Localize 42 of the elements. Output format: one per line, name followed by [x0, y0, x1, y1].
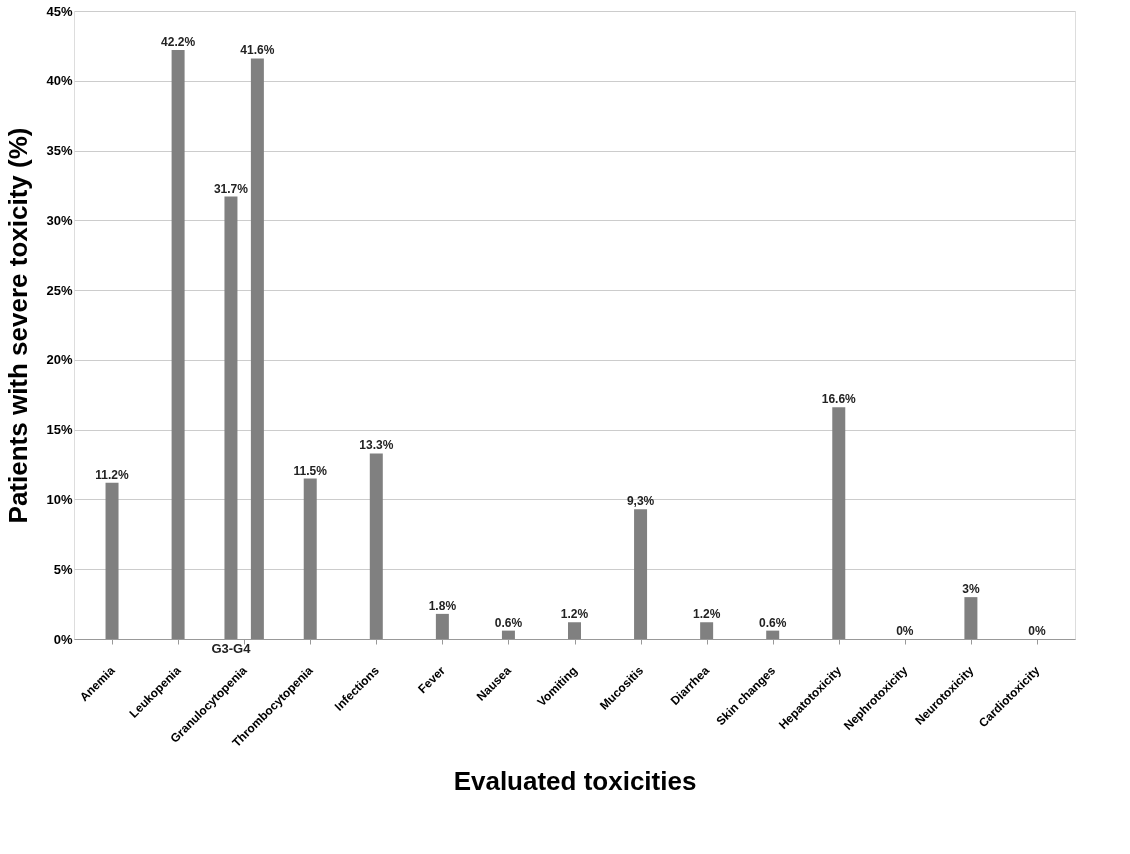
- bar: [766, 630, 780, 639]
- data-label: 0%: [896, 624, 914, 638]
- data-label: 0.6%: [494, 615, 523, 630]
- y-tick-label: 0%: [53, 631, 73, 647]
- y-tick-label: 5%: [53, 561, 73, 577]
- data-label: 16.6%: [821, 392, 857, 407]
- data-label: 9,3%: [626, 494, 655, 509]
- bar: [303, 478, 317, 639]
- y-tick-label: 30%: [46, 212, 73, 228]
- data-label: 1.8%: [428, 598, 457, 613]
- bar: [964, 597, 978, 639]
- y-tick-label: 10%: [46, 491, 73, 507]
- data-label: 0.6%: [759, 615, 787, 630]
- y-tick-label: 20%: [46, 352, 73, 368]
- bar: [171, 50, 185, 639]
- data-label: 13.3%: [359, 438, 394, 453]
- text: G3-G4: [211, 641, 252, 656]
- y-tick-label: 40%: [46, 73, 73, 89]
- y-tick-label: 35%: [46, 143, 73, 159]
- bar: [700, 622, 714, 639]
- data-label: 0%: [1028, 624, 1046, 638]
- y-tick-label: 25%: [46, 282, 73, 298]
- bar: [105, 482, 119, 639]
- bar: [634, 509, 648, 639]
- bar: [250, 58, 264, 639]
- y-tick-label: 45%: [46, 3, 73, 19]
- data-label: 1.2%: [560, 607, 589, 622]
- y-axis-title: Patients with severe toxicity (%): [3, 127, 34, 524]
- data-label: 3%: [962, 582, 980, 597]
- data-label: 11.5%: [293, 463, 328, 478]
- x-axis-title: Evaluated toxicities: [453, 766, 697, 797]
- data-label: 42.2%: [161, 35, 196, 50]
- data-label: 41.6%: [240, 43, 275, 58]
- bar: [435, 613, 449, 639]
- bar: [568, 622, 581, 639]
- y-tick-label: 15%: [46, 422, 73, 438]
- bar: [832, 407, 846, 639]
- data-label: 11.2%: [95, 467, 130, 482]
- data-label: 1.2%: [692, 607, 721, 622]
- data-label: 31.7%: [213, 181, 249, 196]
- bar: [501, 630, 515, 639]
- bar: [369, 453, 383, 639]
